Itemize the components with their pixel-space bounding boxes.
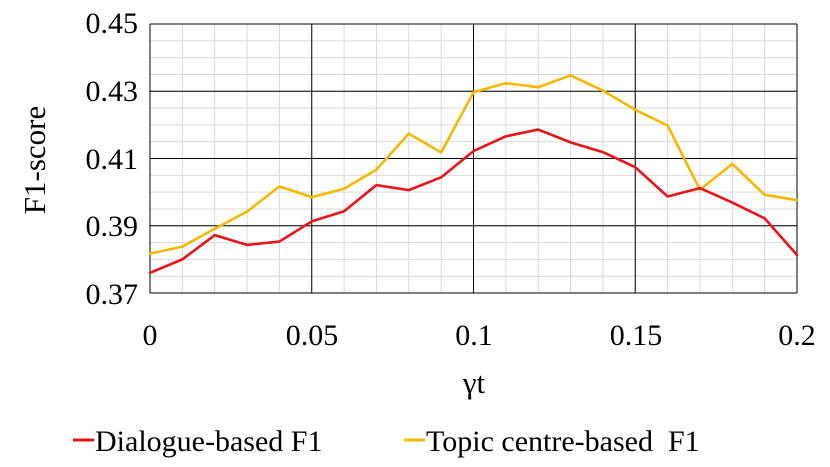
y-tick-label: 0.41 — [86, 143, 139, 176]
x-tick-label: 0.05 — [286, 319, 339, 352]
x-tick-label: 0.1 — [455, 319, 493, 352]
y-axis-title: F1-score — [17, 106, 52, 214]
x-axis-ticks: 0 0.05 0.1 0.15 0.2 — [143, 319, 816, 352]
y-axis-ticks: 0.37 0.39 0.41 0.43 0.45 — [86, 7, 139, 311]
x-tick-label: 0 — [143, 319, 158, 352]
y-tick-label: 0.39 — [86, 210, 139, 243]
x-tick-label: 0.2 — [778, 319, 816, 352]
y-tick-label: 0.43 — [86, 75, 139, 108]
legend: Dialogue-based F1 Topic centre-based F1 — [73, 425, 700, 458]
legend-label-dialogue: Dialogue-based F1 — [95, 425, 322, 458]
x-tick-label: 0.15 — [610, 319, 663, 352]
series-lines — [148, 74, 799, 275]
y-tick-label: 0.37 — [86, 278, 139, 311]
series-line-topic — [148, 74, 799, 255]
legend-label-topic: Topic centre-based F1 — [426, 425, 700, 458]
x-axis-title: γt — [462, 365, 486, 400]
series-line-dialogue — [148, 128, 799, 275]
y-tick-label: 0.45 — [86, 7, 139, 40]
